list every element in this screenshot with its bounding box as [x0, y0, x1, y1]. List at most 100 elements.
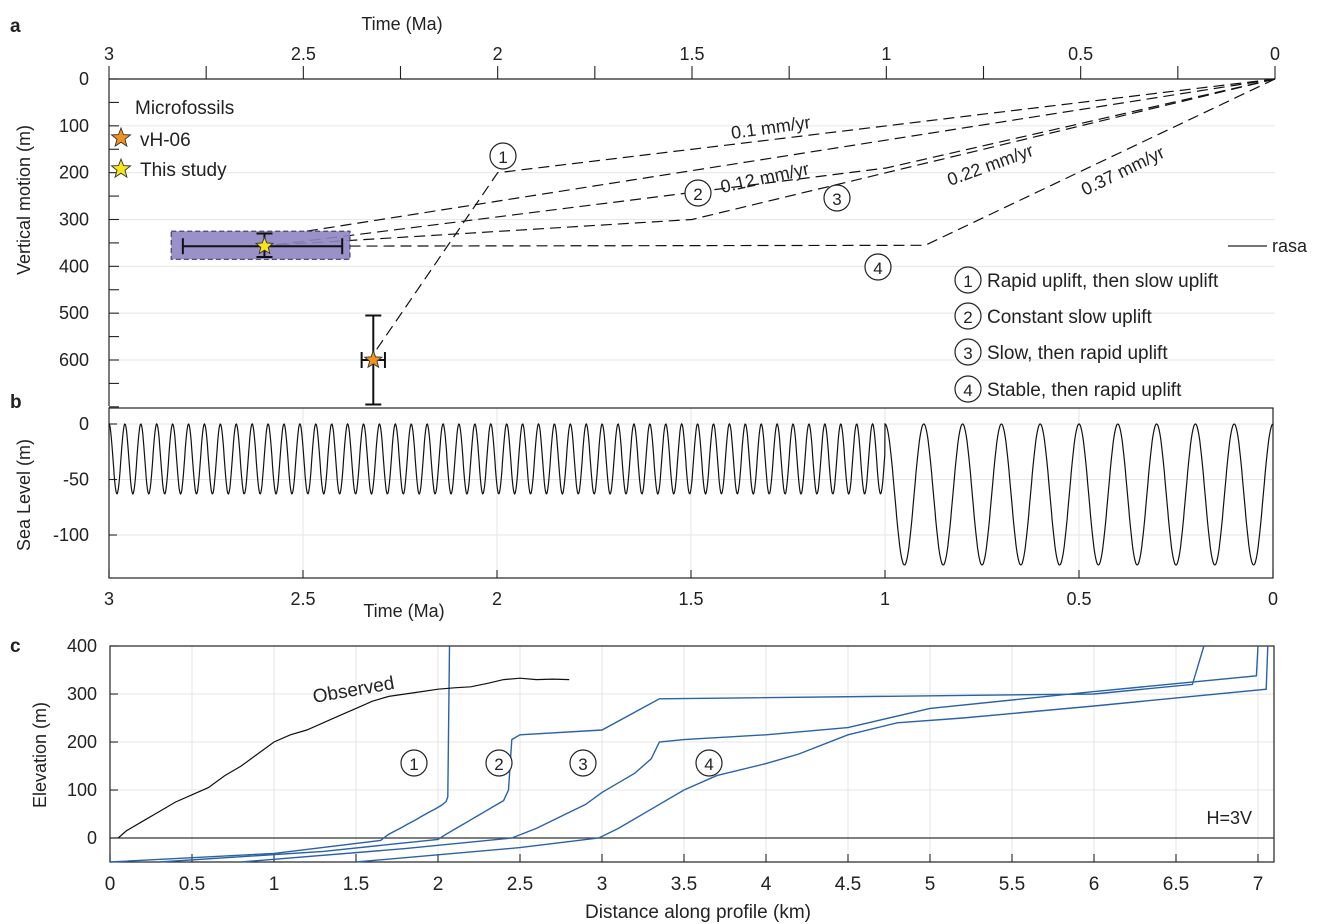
- star-marker-vh-06: [363, 349, 384, 369]
- uplift-path-2: [256, 78, 1276, 247]
- scenario-legend-num-1: 1: [963, 272, 972, 291]
- tick-label-c-x-9: 4.5: [835, 874, 861, 895]
- tick-label-a-y-0: 0: [79, 69, 89, 89]
- model-marker-3-text: 3: [578, 755, 587, 774]
- model-marker-1: 1: [400, 749, 428, 777]
- tick-label-c-x-7: 3.5: [671, 874, 697, 895]
- panel-a-samples: [170, 230, 386, 406]
- tick-label-c-y-2: 200: [67, 732, 97, 752]
- panel-b-ylabel: Sea Level (m): [14, 439, 34, 551]
- panel-a-axes: 3 2.5 2 1.5 1 0.5 0 0 100 200 300 400 500 600: [59, 44, 1280, 408]
- path-marker-3: 3: [823, 184, 851, 212]
- tick-label-b-y-2: -100: [53, 525, 89, 545]
- tick-label-b-x-6: 0: [1268, 589, 1278, 609]
- observed-label: Observed: [311, 673, 396, 708]
- tick-label-b-x-5: 0.5: [1066, 589, 1091, 609]
- legend-item-vh06: vH-06: [140, 130, 191, 151]
- panel-a-xlabel: Time (Ma): [361, 14, 442, 34]
- model-marker-4-text: 4: [704, 755, 713, 774]
- path-marker-2-text: 2: [693, 185, 702, 204]
- tick-label-b-y-1: -50: [63, 470, 89, 490]
- sea-level-curve: [108, 422, 1274, 566]
- uplift-path-5: [303, 78, 1276, 233]
- scenario-legend-num-4: 4: [963, 381, 972, 400]
- tick-label-c-y-0: 400: [67, 636, 97, 656]
- path-marker-1: 1: [489, 142, 517, 170]
- tick-label-b-x-4: 1: [880, 589, 890, 609]
- tick-label-c-x-4: 2: [433, 874, 444, 895]
- model-profile-3: [241, 645, 1259, 863]
- scenario-legend-item-4: 4 Stable, then rapid uplift: [954, 375, 1182, 403]
- legend-item-this-study: This study: [140, 160, 227, 181]
- path-marker-3-text: 3: [832, 190, 841, 209]
- panel-b: b 0 -50 -100 3 2.5 2 1.5 1 0.5 0 Sea Level (m) Ti…: [10, 392, 1278, 621]
- model-marker-2: 2: [485, 749, 513, 777]
- tick-label-b-x-2: 2: [492, 589, 502, 609]
- tick-label-b-x-0: 3: [104, 589, 114, 609]
- uplift-path-4: [264, 78, 1276, 247]
- model-marker-2-text: 2: [494, 755, 503, 774]
- tick-label-c-x-1: 0.5: [179, 874, 205, 895]
- model-marker-4: 4: [695, 749, 723, 777]
- panel-c-axes: 0 0.5 1 1.5 2 2.5 3 3.5 4 4.5 5 5.5 6 6.5 740030020010…: [67, 636, 1274, 895]
- tick-label-a-y-1: 100: [59, 116, 89, 136]
- tick-label-b-y-0: 0: [79, 414, 89, 434]
- model-marker-1-text: 1: [409, 755, 418, 774]
- path-marker-2: 2: [684, 179, 712, 207]
- scenario-legend-text-1: Rapid uplift, then slow uplift: [987, 271, 1219, 292]
- tick-label-a-x-6: 0: [1270, 44, 1280, 64]
- uplift-path-3: [264, 78, 1276, 247]
- panel-a-uplift-paths: [256, 78, 1276, 361]
- panel-b-label: b: [10, 392, 22, 413]
- tick-label-c-x-14: 7: [1253, 874, 1264, 895]
- panel-b-grid: [108, 408, 1274, 578]
- scenario-legend-item-2: 2 Constant slow uplift: [954, 302, 1152, 330]
- tick-label-a-y-4: 400: [59, 256, 89, 276]
- scenario-legend-text-3: Slow, then rapid uplift: [987, 343, 1168, 364]
- tick-label-a-x-4: 1: [881, 44, 891, 64]
- observed-profile: [117, 677, 570, 839]
- tick-label-a-y-6: 600: [59, 350, 89, 370]
- tick-label-c-y-4: 0: [87, 828, 97, 848]
- tick-label-c-x-3: 1.5: [343, 874, 369, 895]
- tick-label-c-x-10: 5: [925, 874, 936, 895]
- uplift-path-1: [368, 78, 1276, 361]
- tick-label-b-x-1: 2.5: [290, 589, 315, 609]
- microfossil-legend: Microfossils vH-06 This study: [110, 98, 234, 181]
- tick-label-c-x-6: 3: [597, 874, 608, 895]
- legend-star-yellow-icon: [110, 157, 132, 179]
- legend-title: Microfossils: [135, 98, 234, 119]
- tick-label-c-x-11: 5.5: [999, 874, 1025, 895]
- star-marker-this-study: [254, 235, 275, 255]
- tick-label-a-x-2: 2: [493, 44, 503, 64]
- panel-a-ylabel: Vertical motion (m): [14, 125, 34, 275]
- panel-b-axes: 0 -50 -100 3 2.5 2 1.5 1 0.5 0: [53, 414, 1278, 609]
- rate-label-0.37: 0.37 mm/yr: [1078, 142, 1168, 199]
- legend-star-orange-icon: [110, 126, 132, 148]
- panel-b-xlabel: Time (Ma): [363, 601, 444, 621]
- tick-label-c-x-2: 1: [269, 874, 280, 895]
- scenario-legend-text-2: Constant slow uplift: [987, 307, 1152, 328]
- tick-label-a-x-5: 0.5: [1068, 44, 1093, 64]
- tick-label-a-x-1: 2.5: [291, 44, 316, 64]
- scenario-legend-num-2: 2: [963, 308, 972, 327]
- scenario-legend-num-3: 3: [963, 344, 972, 363]
- panel-a-grid: [109, 78, 1275, 361]
- panel-c-grid: [109, 645, 1274, 862]
- tick-label-c-x-8: 4: [761, 874, 772, 895]
- model-profile-1: [109, 645, 451, 863]
- legend-star-yellow: [110, 157, 132, 179]
- panel-c: c 0 0.5 1 1.5 2 2.5 3 3.5 4 4.5 5 5.5 6 6.5 7 400 300 200…: [10, 636, 1275, 923]
- tick-label-b-x-3: 1.5: [678, 589, 703, 609]
- tick-label-a-x-3: 1.5: [679, 44, 704, 64]
- scenario-legend-text-4: Stable, then rapid uplift: [987, 380, 1182, 401]
- model-marker-3: 3: [569, 749, 597, 777]
- tick-label-c-y-1: 300: [67, 684, 97, 704]
- panel-a: a Time (Ma) 3 2.5 2 1.5 1 0.5 0 0 100 200 300 400 50…: [10, 14, 1308, 408]
- tick-label-c-x-5: 2.5: [507, 874, 533, 895]
- h3v-note: H=3V: [1206, 808, 1252, 828]
- path-marker-4: 4: [864, 253, 892, 281]
- model-profile-2: [159, 645, 1205, 863]
- path-marker-1-text: 1: [498, 148, 507, 167]
